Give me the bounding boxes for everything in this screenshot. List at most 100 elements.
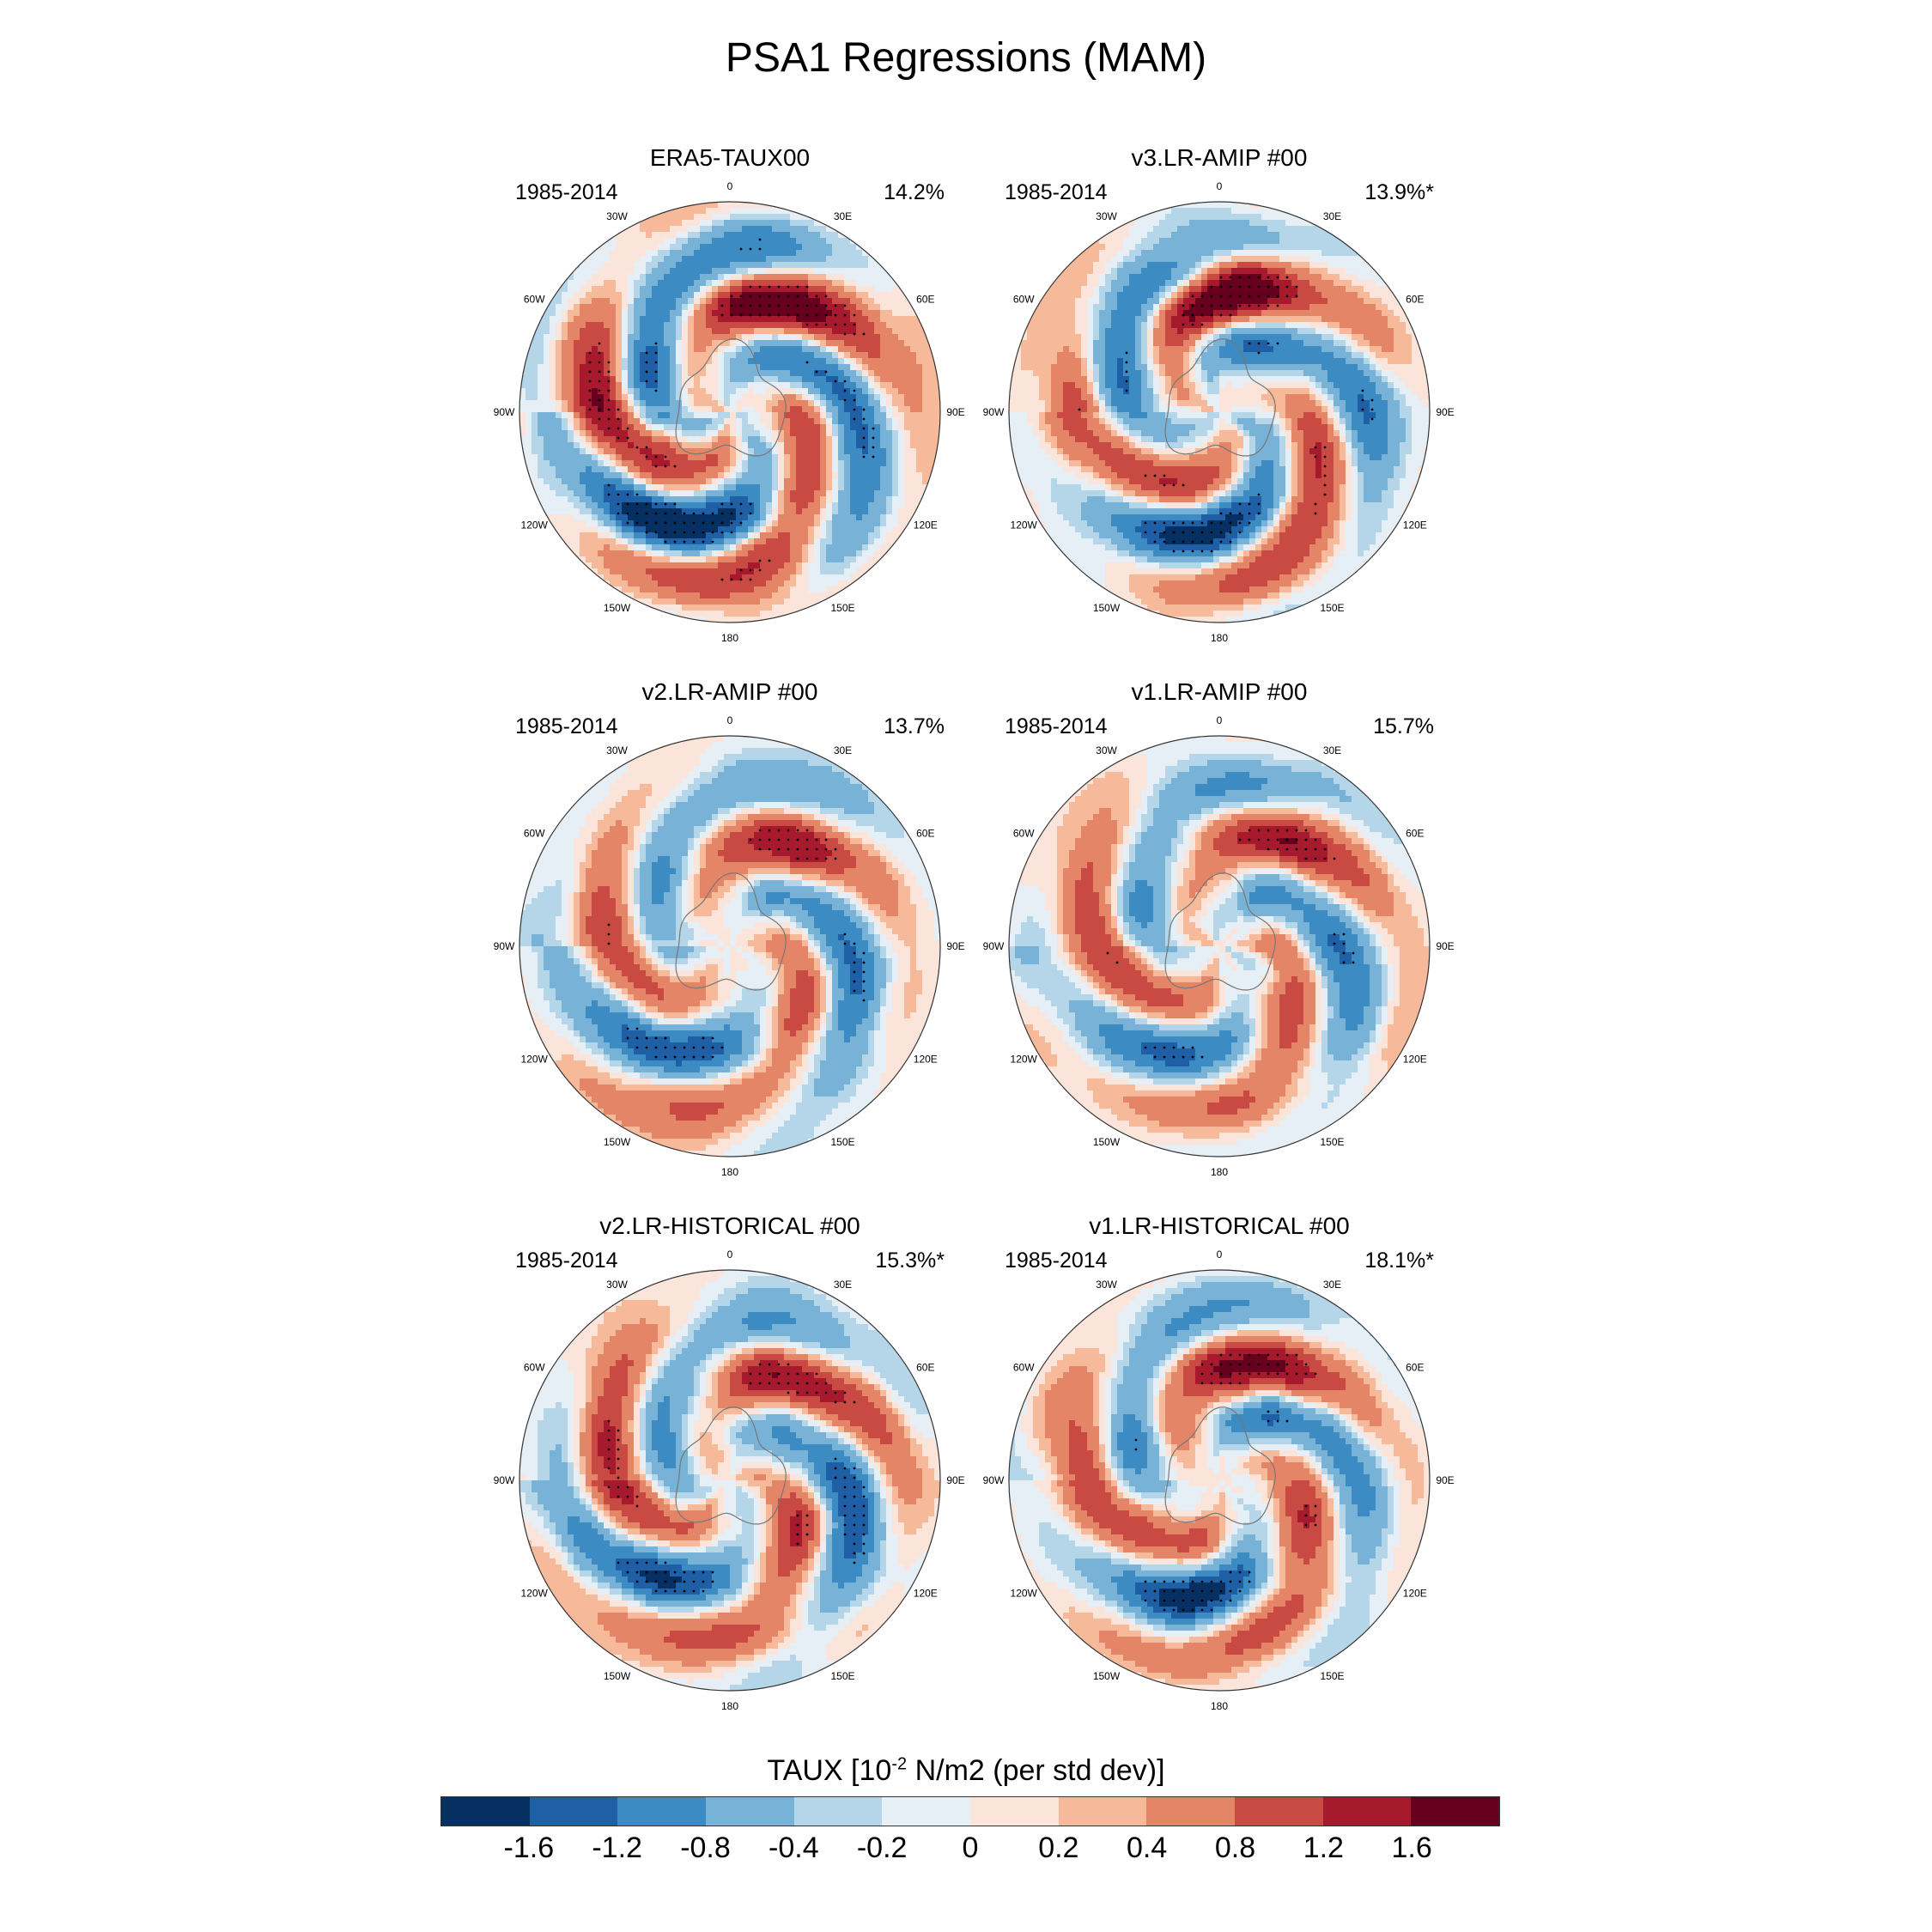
polar-map: 0 30E 60E 90E 120E 150E 180 150W 120W 90W 60W 30W [983, 180, 1455, 644]
colorbar-tick-label: -0.4 [769, 1832, 819, 1865]
panel-title: v3.LR-AMIP #00 [962, 144, 1477, 172]
colorbar-swatch [1146, 1797, 1236, 1826]
polar-map: 0 30E 60E 90E 120E 150E 180 150W 120W 90W 60W 30W [494, 714, 965, 1178]
polar-map: 0 30E 60E 90E 120E 150E 180 150W 120W 90W 60W 30W [494, 1249, 965, 1712]
longitude-label: 180 [1211, 1700, 1228, 1712]
map-border [519, 201, 941, 623]
panel-variance: 14.2% [884, 180, 945, 205]
colorbar-swatch [1322, 1797, 1412, 1826]
panel-period: 1985-2014 [515, 1249, 618, 1273]
longitude-label: 120W [1011, 1588, 1038, 1600]
antarctica-coastline [1164, 872, 1276, 991]
map-panel: v1.LR-HISTORICAL #00 1985-2014 18.1%* 0 30E 6… [962, 1212, 1477, 1728]
panel-variance: 15.3%* [875, 1249, 945, 1273]
longitude-label: 60W [1013, 294, 1035, 306]
colorbar-tick-label: 1.2 [1303, 1832, 1344, 1865]
longitude-label: 30W [1096, 1279, 1117, 1291]
colorbar-title: TAUX [10-2 N/m2 (per std dev)] [0, 1754, 1932, 1788]
longitude-label: 180 [1211, 632, 1228, 644]
longitude-label: 150W [604, 1136, 631, 1148]
longitude-label: 60E [1406, 1362, 1424, 1374]
colorbar-tick-label: -0.8 [680, 1832, 731, 1865]
longitude-label: 150E [1320, 1136, 1344, 1148]
longitude-label: 30E [834, 1279, 852, 1291]
longitude-label: 90E [946, 940, 964, 952]
longitude-label: 180 [721, 1700, 738, 1712]
longitude-label: 90E [946, 1474, 964, 1486]
longitude-label: 90E [1436, 406, 1454, 418]
map-border [1008, 201, 1431, 623]
colorbar-swatch [1411, 1797, 1500, 1826]
colorbar-swatch [793, 1797, 883, 1826]
longitude-label: 0 [1217, 714, 1223, 726]
longitude-label: 30E [1323, 210, 1341, 222]
colorbar-swatch [706, 1797, 794, 1826]
longitude-label: 30W [606, 210, 628, 222]
colorbar-swatch [441, 1797, 530, 1826]
panel-period: 1985-2014 [515, 180, 618, 205]
panel-title: v2.LR-AMIP #00 [472, 678, 987, 706]
longitude-label: 30W [1096, 210, 1117, 222]
map-panel: v2.LR-AMIP #00 1985-2014 13.7% 0 30E 60E 90E 12… [472, 678, 987, 1194]
longitude-label: 120W [521, 519, 549, 532]
colorbar-tick-label: -0.2 [857, 1832, 908, 1865]
map-border [519, 735, 941, 1157]
colorbar-swatch [529, 1797, 618, 1826]
colorbar-swatch [617, 1797, 707, 1826]
longitude-label: 60W [524, 828, 545, 840]
colorbar-tick-label: 0 [963, 1832, 979, 1865]
colorbar-tick-label: 0.8 [1215, 1832, 1255, 1865]
longitude-label: 30W [606, 1279, 628, 1291]
panel-variance: 13.9%* [1364, 180, 1434, 205]
longitude-label: 120E [1403, 1054, 1427, 1066]
longitude-label: 0 [1217, 1249, 1223, 1261]
longitude-label: 60E [916, 828, 934, 840]
map-panel: v1.LR-AMIP #00 1985-2014 15.7% 0 30E 60E 90E 12… [962, 678, 1477, 1194]
colorbar-tick-label: 0.4 [1127, 1832, 1167, 1865]
longitude-label: 60W [524, 1362, 545, 1374]
longitude-label: 120E [914, 1588, 938, 1600]
longitude-label: 120W [1011, 519, 1038, 532]
panel-title: ERA5-TAUX00 [472, 144, 987, 172]
colorbar-swatch [882, 1797, 971, 1826]
longitude-label: 60W [1013, 1362, 1035, 1374]
taux-field [1009, 736, 1430, 1157]
longitude-label: 150W [604, 1670, 631, 1682]
antarctica-coastline [1164, 338, 1276, 457]
polar-map: 0 30E 60E 90E 120E 150E 180 150W 120W 90W 60W 30W [494, 180, 965, 644]
colorbar-swatch [970, 1797, 1059, 1826]
longitude-label: 90W [983, 406, 1005, 418]
colorbar-tick-label: 0.2 [1038, 1832, 1078, 1865]
longitude-label: 90W [494, 940, 515, 952]
longitude-label: 60E [916, 294, 934, 306]
panel-title: v1.LR-HISTORICAL #00 [962, 1212, 1477, 1240]
panel-variance: 13.7% [884, 714, 945, 739]
panel-title: v2.LR-HISTORICAL #00 [472, 1212, 987, 1240]
longitude-label: 30W [606, 744, 628, 756]
longitude-label: 60W [1013, 828, 1035, 840]
longitude-label: 150E [830, 602, 854, 614]
longitude-label: 180 [721, 632, 738, 644]
panel-variance: 15.7% [1373, 714, 1434, 739]
map-border [519, 1269, 941, 1692]
longitude-label: 150E [830, 1136, 854, 1148]
colorbar-swatch [1235, 1797, 1323, 1826]
panel-period: 1985-2014 [1005, 1249, 1108, 1273]
longitude-label: 60E [1406, 828, 1424, 840]
longitude-label: 0 [727, 180, 733, 192]
antarctica-coastline [675, 872, 787, 991]
longitude-label: 150E [1320, 1670, 1344, 1682]
longitude-label: 60W [524, 294, 545, 306]
longitude-label: 150W [1093, 1670, 1121, 1682]
figure-title: PSA1 Regressions (MAM) [0, 34, 1932, 82]
panel-period: 1985-2014 [515, 714, 618, 739]
longitude-label: 60E [1406, 294, 1424, 306]
polar-map: 0 30E 60E 90E 120E 150E 180 150W 120W 90W 60W 30W [983, 714, 1455, 1178]
longitude-label: 120W [521, 1054, 549, 1066]
longitude-label: 180 [721, 1166, 738, 1178]
longitude-label: 120E [914, 519, 938, 532]
map-panel: v2.LR-HISTORICAL #00 1985-2014 15.3%* 0 30E 6… [472, 1212, 987, 1728]
panel-title: v1.LR-AMIP #00 [962, 678, 1477, 706]
longitude-label: 90W [494, 406, 515, 418]
longitude-label: 120W [1011, 1054, 1038, 1066]
